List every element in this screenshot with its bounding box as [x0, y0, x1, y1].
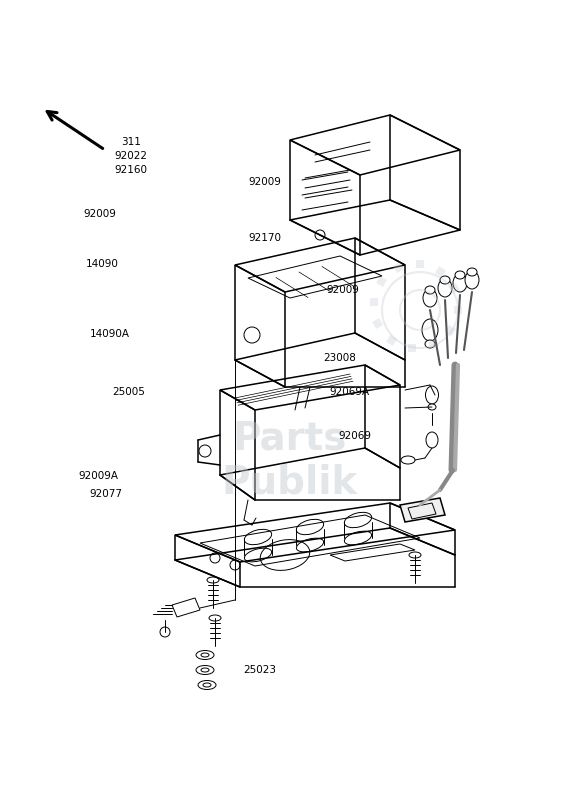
Text: 14090: 14090	[86, 259, 118, 269]
Text: 92069A: 92069A	[329, 387, 369, 397]
Ellipse shape	[453, 274, 467, 292]
Bar	[449, 283, 460, 294]
Text: 25023: 25023	[243, 666, 276, 675]
Text: 92009: 92009	[249, 178, 281, 187]
Bar	[428, 339, 439, 350]
Ellipse shape	[426, 432, 438, 448]
Text: Parts
Publik: Parts Publik	[222, 419, 358, 501]
Text: 92170: 92170	[249, 234, 281, 243]
Bar	[435, 266, 446, 277]
Bar	[416, 260, 424, 268]
Ellipse shape	[425, 340, 435, 348]
Ellipse shape	[425, 386, 439, 404]
Text: 92009A: 92009A	[78, 471, 118, 481]
Text: 92022: 92022	[114, 151, 147, 161]
Text: 23008: 23008	[324, 354, 357, 363]
Bar	[376, 276, 387, 287]
Ellipse shape	[438, 279, 452, 297]
Polygon shape	[400, 498, 445, 522]
Bar	[372, 318, 383, 329]
Text: 92009: 92009	[84, 210, 117, 219]
Text: 92077: 92077	[90, 490, 123, 499]
Text: 25005: 25005	[113, 387, 146, 397]
Bar	[454, 306, 462, 314]
Ellipse shape	[422, 319, 438, 341]
Bar	[370, 298, 378, 306]
Ellipse shape	[440, 276, 450, 284]
Bar	[445, 325, 456, 336]
Ellipse shape	[401, 456, 415, 464]
Text: 92160: 92160	[114, 166, 147, 175]
Ellipse shape	[425, 286, 435, 294]
Ellipse shape	[423, 289, 437, 307]
Text: 92069: 92069	[338, 431, 371, 441]
Bar	[393, 262, 404, 273]
Ellipse shape	[428, 404, 436, 410]
Bar	[386, 335, 397, 346]
Text: 14090A: 14090A	[90, 330, 129, 339]
Bar	[408, 344, 416, 352]
Ellipse shape	[467, 268, 477, 276]
Ellipse shape	[455, 271, 465, 279]
Text: 311: 311	[121, 137, 141, 146]
Text: 92009: 92009	[327, 285, 360, 294]
Ellipse shape	[465, 271, 479, 289]
